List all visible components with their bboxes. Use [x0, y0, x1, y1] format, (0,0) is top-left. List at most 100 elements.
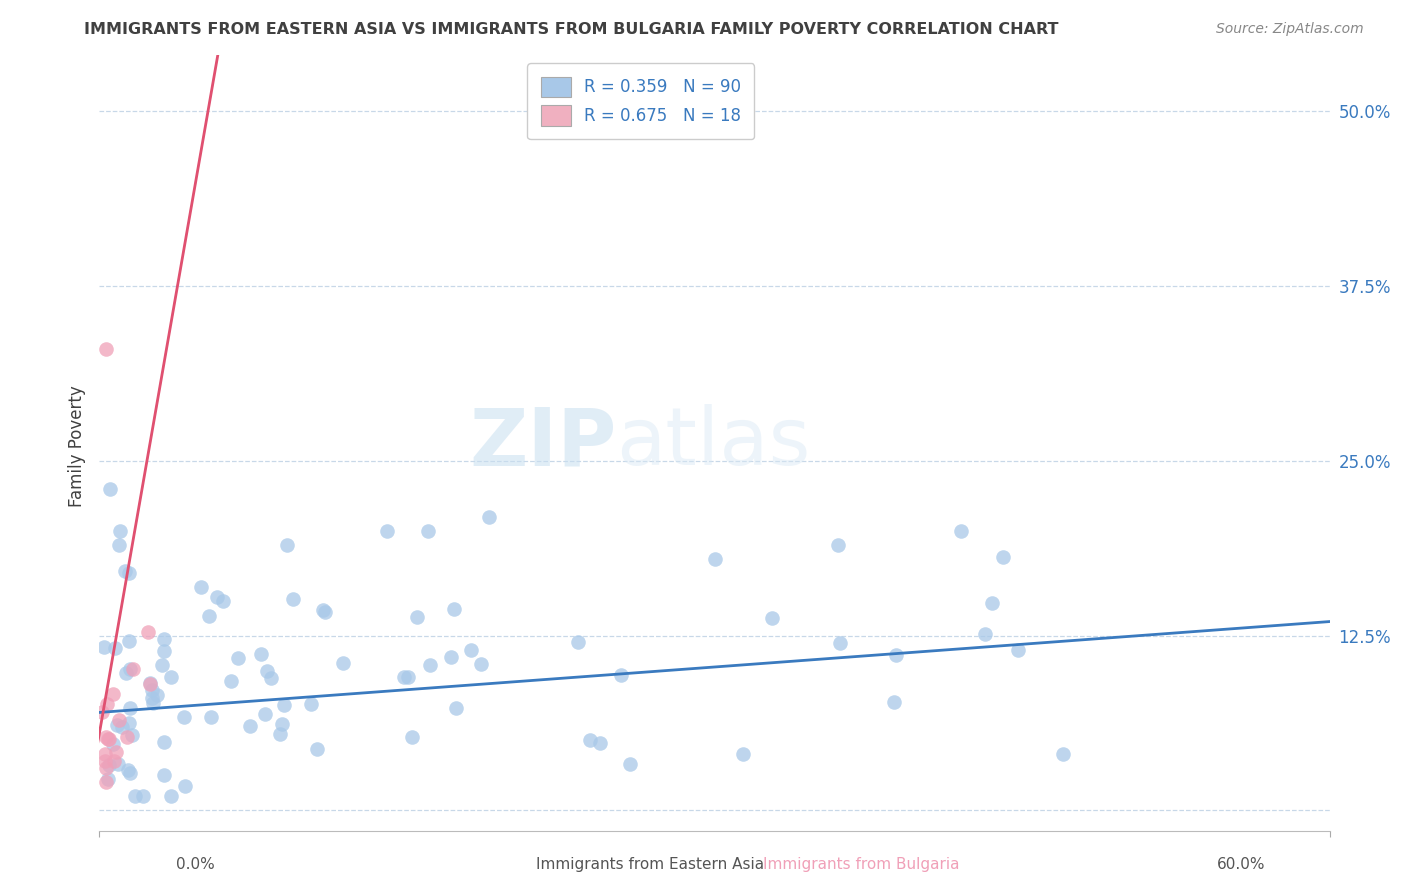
Point	[254, 707, 277, 722]
Point	[1007, 642, 1029, 657]
Point	[190, 580, 212, 594]
Point	[1052, 747, 1074, 762]
Text: Family Poverty: Family Poverty	[69, 385, 86, 507]
Point	[205, 591, 228, 605]
Point	[276, 538, 298, 552]
Point	[117, 763, 139, 777]
Point	[974, 627, 997, 641]
Point	[132, 789, 155, 804]
Point	[883, 695, 905, 709]
Point	[312, 603, 335, 617]
Point	[108, 524, 131, 538]
Point	[153, 632, 176, 646]
Point	[93, 747, 115, 762]
Point	[443, 601, 465, 615]
Point	[97, 732, 120, 747]
Point	[173, 779, 195, 793]
Point	[827, 538, 849, 552]
Point	[406, 610, 429, 624]
Text: IMMIGRANTS FROM EASTERN ASIA VS IMMIGRANTS FROM BULGARIA FAMILY POVERTY CORRELAT: IMMIGRANTS FROM EASTERN ASIA VS IMMIGRAN…	[84, 22, 1059, 37]
Point	[96, 761, 118, 775]
Point	[260, 672, 283, 686]
Point	[94, 755, 117, 769]
Point	[884, 648, 907, 663]
Point	[94, 775, 117, 789]
Point	[703, 551, 725, 566]
Text: 0.0%: 0.0%	[176, 857, 215, 872]
Point	[440, 649, 463, 664]
Point	[299, 698, 322, 712]
Point	[159, 670, 181, 684]
Text: ZIP: ZIP	[470, 404, 616, 483]
Point	[256, 664, 278, 678]
Point	[160, 789, 183, 804]
Point	[211, 593, 233, 607]
Point	[221, 674, 243, 689]
Point	[332, 657, 354, 671]
Point	[314, 605, 336, 619]
Point	[197, 609, 219, 624]
Point	[115, 666, 138, 681]
Point	[118, 566, 141, 580]
Point	[444, 701, 467, 715]
Point	[93, 640, 115, 654]
Point	[114, 564, 136, 578]
Point	[269, 727, 291, 741]
Text: Immigrants from Eastern Asia: Immigrants from Eastern Asia	[536, 857, 765, 872]
Point	[104, 640, 127, 655]
Point	[478, 509, 501, 524]
Point	[226, 651, 249, 665]
Point	[108, 713, 131, 727]
Text: Immigrants from Bulgaria: Immigrants from Bulgaria	[763, 857, 959, 872]
Point	[731, 747, 754, 762]
Point	[610, 667, 633, 681]
Point	[118, 765, 141, 780]
Point	[589, 735, 612, 749]
Point	[470, 657, 492, 671]
Point	[141, 691, 163, 706]
Point	[249, 647, 271, 661]
Point	[107, 757, 129, 772]
Point	[94, 342, 117, 356]
Point	[949, 524, 972, 538]
Point	[97, 772, 120, 787]
Legend: R = 0.359   N = 90, R = 0.675   N = 18: R = 0.359 N = 90, R = 0.675 N = 18	[527, 63, 755, 139]
Point	[460, 643, 482, 657]
Point	[94, 731, 117, 745]
Point	[121, 662, 143, 676]
Point	[305, 742, 328, 756]
Text: 60.0%: 60.0%	[1218, 857, 1265, 872]
Point	[124, 789, 146, 804]
Point	[396, 670, 419, 684]
Point	[117, 634, 139, 648]
Point	[152, 644, 174, 658]
Text: Source: ZipAtlas.com: Source: ZipAtlas.com	[1216, 22, 1364, 37]
Point	[97, 731, 120, 746]
Point	[375, 524, 398, 538]
Point	[118, 700, 141, 714]
Point	[139, 677, 162, 691]
Point	[579, 733, 602, 747]
Text: atlas: atlas	[616, 404, 811, 483]
Point	[152, 768, 174, 782]
Point	[619, 757, 641, 772]
Point	[142, 696, 165, 710]
Point	[118, 715, 141, 730]
Point	[173, 709, 195, 723]
Point	[200, 710, 222, 724]
Point	[107, 538, 129, 552]
Point	[103, 755, 125, 769]
Point	[418, 524, 440, 538]
Point	[828, 635, 851, 649]
Point	[273, 698, 295, 713]
Point	[111, 720, 134, 734]
Point	[394, 670, 416, 684]
Point	[993, 549, 1015, 564]
Point	[271, 716, 294, 731]
Point	[761, 611, 783, 625]
Point	[401, 730, 423, 744]
Point	[101, 737, 124, 751]
Point	[105, 718, 128, 732]
Point	[283, 592, 305, 607]
Point	[418, 658, 440, 673]
